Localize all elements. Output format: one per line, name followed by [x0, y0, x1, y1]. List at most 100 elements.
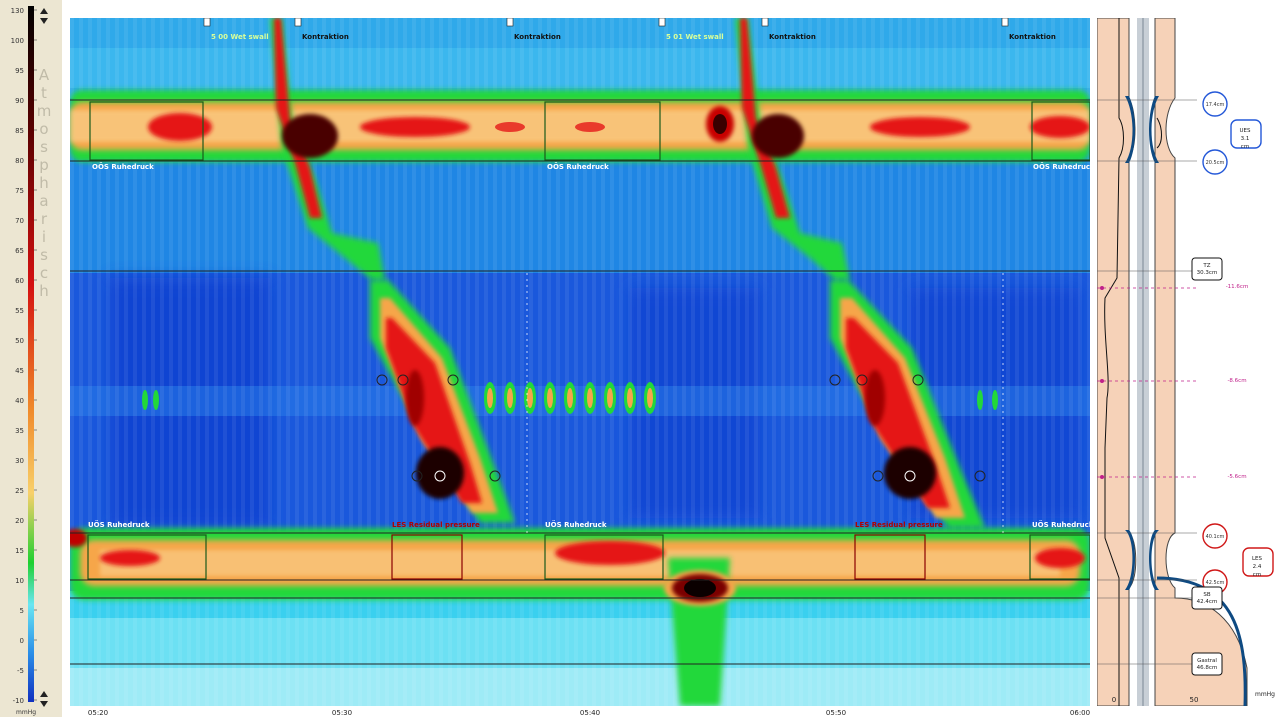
time-tick-label: 05:50: [826, 709, 846, 717]
les-pressure-band: [70, 528, 1090, 600]
les-residual-boxes[interactable]: [391, 534, 926, 580]
event-flag-label: Kontraktion: [1009, 33, 1056, 41]
event-flag-label: Kontraktion: [302, 33, 349, 41]
side-label[interactable]: 20.5cm: [1202, 149, 1228, 175]
scale-up-arrow-icon[interactable]: [40, 8, 48, 24]
scale-caption-letter: s: [40, 138, 48, 156]
colorbar-tick-label: 40: [15, 397, 24, 405]
svg-text:UES: UES: [1240, 128, 1252, 134]
svg-text:42.5cm: 42.5cm: [1206, 580, 1225, 586]
band-label: OÖS Ruhedruck: [1033, 162, 1090, 171]
scale-down-arrow-icon[interactable]: [40, 691, 48, 707]
colorbar-ticks: 1301009590858075706560555045403530252015…: [11, 7, 37, 705]
side-axis-tick: 50: [1190, 696, 1199, 704]
gastric-pressure-event: [664, 558, 736, 706]
time-tick-label: 05:40: [580, 709, 600, 717]
colorbar-gradient: [28, 6, 34, 702]
swallow-1-contraction: [270, 18, 515, 523]
svg-text:-8.6cm: -8.6cm: [1227, 378, 1246, 384]
colorbar-tick-label: 65: [15, 247, 24, 255]
measurement-boxes[interactable]: [87, 101, 1090, 580]
side-label[interactable]: -5.6cm: [1227, 474, 1246, 480]
svg-text:30.3cm: 30.3cm: [1197, 270, 1218, 276]
event-flag[interactable]: Kontraktion: [294, 18, 349, 41]
side-label[interactable]: -11.6cm: [1226, 284, 1249, 290]
band-label: UÖS Ruhedruck: [1032, 520, 1090, 529]
svg-text:SB: SB: [1203, 592, 1210, 598]
colorbar-tick-label: 100: [11, 37, 24, 45]
colorbar-tick-label: 15: [15, 547, 24, 555]
side-label[interactable]: LES 2.4 cm: [1242, 547, 1274, 578]
svg-text:20.5cm: 20.5cm: [1206, 160, 1225, 166]
contraction-markers[interactable]: [376, 374, 986, 482]
side-axis-unit: mmHg: [1255, 691, 1275, 698]
colorbar-tick-label: 55: [15, 307, 24, 315]
band-labels: OÖS Ruhedruck OÖS Ruhedruck OÖS Ruhedruck U…: [88, 162, 1090, 529]
swallow-2-contraction: [735, 18, 985, 528]
svg-text:-5.6cm: -5.6cm: [1227, 474, 1246, 480]
scale-caption-letter: a: [39, 192, 48, 210]
time-tick-label: 05:30: [332, 709, 352, 717]
side-label[interactable]: -8.6cm: [1227, 378, 1246, 384]
colorbar-tick-label: 85: [15, 127, 24, 135]
scale-caption-letter: s: [40, 246, 48, 264]
oscillation-artifacts: [142, 382, 998, 414]
svg-text:3.1: 3.1: [1241, 136, 1250, 142]
scale-caption-letter: i: [42, 228, 46, 246]
colorbar-tick-label: 20: [15, 517, 24, 525]
svg-text:TZ: TZ: [1202, 263, 1210, 269]
band-label: UÖS Ruhedruck: [88, 520, 150, 529]
event-flag[interactable]: Kontraktion: [1001, 18, 1056, 41]
side-axis: 0 50 mmHg: [1112, 691, 1275, 704]
pressure-colorbar: 1301009590858075706560555045403530252015…: [11, 6, 52, 716]
event-flag[interactable]: Kontraktion: [506, 18, 561, 41]
svg-text:LES: LES: [1252, 556, 1263, 562]
scale-caption-letter: h: [39, 174, 49, 192]
colorbar-tick-label: 130: [11, 7, 24, 15]
event-flag-label: 5 01 Wet swall: [666, 33, 724, 41]
scale-caption-letter: c: [40, 264, 48, 282]
event-flag[interactable]: 5 00 Wet swall: [203, 18, 269, 41]
svg-text:Gastral: Gastral: [1197, 658, 1217, 664]
svg-text:2.4: 2.4: [1253, 564, 1262, 570]
colorbar-tick-label: 0: [20, 637, 24, 645]
scale-caption-letter: h: [39, 282, 49, 300]
event-annotations[interactable]: 5 00 Wet swall Kontraktion Kontraktion 5 01…: [203, 18, 1056, 41]
colorbar-tick-label: 70: [15, 217, 24, 225]
time-tick-label: 06:00: [1070, 709, 1090, 717]
event-flag-label: Kontraktion: [769, 33, 816, 41]
colorbar-tick-label: 80: [15, 157, 24, 165]
event-dashed-lines: [526, 273, 1004, 533]
time-tick-label: 05:20: [88, 709, 108, 717]
colorbar-tick-label: 30: [15, 457, 24, 465]
event-flag[interactable]: Kontraktion: [761, 18, 816, 41]
scale-caption-letter: r: [41, 210, 48, 228]
svg-text:cm: cm: [1253, 572, 1261, 578]
side-label[interactable]: 40.1cm: [1202, 523, 1228, 549]
svg-text:42.4cm: 42.4cm: [1197, 599, 1218, 605]
ues-pressure-band: [70, 90, 1090, 162]
band-label: LES Residual pressure: [855, 521, 943, 529]
scale-caption-letter: t: [41, 84, 47, 102]
colorbar-tick-label: 90: [15, 97, 24, 105]
colorbar-tick-label: 50: [15, 337, 24, 345]
side-label[interactable]: 17.4cm: [1202, 91, 1228, 117]
side-label[interactable]: UES 3.1 cm: [1230, 119, 1262, 150]
colorbar-tick-label: 95: [15, 67, 24, 75]
event-flag-label: 5 00 Wet swall: [211, 33, 269, 41]
catheter-position-panel: 17.4cm UES 3.1 cm 20.5cm TZ 30.3cm -11.6cm -8.6c…: [1096, 17, 1277, 707]
colorbar-tick-label: -10: [13, 697, 24, 705]
event-flag[interactable]: 5 01 Wet swall: [658, 18, 724, 41]
pressure-topography-plot[interactable]: 5 00 Wet swall Kontraktion Kontraktion 5 01…: [70, 18, 1090, 706]
topography-svg: 5 00 Wet swall Kontraktion Kontraktion 5 01…: [70, 18, 1090, 706]
scale-caption-letter: o: [39, 120, 48, 138]
colorbar-tick-label: 60: [15, 277, 24, 285]
side-labels[interactable]: 17.4cmUES3.1cm20.5cmTZ30.3cm-11.6cm-8.6c…: [1191, 91, 1274, 676]
colorbar-tick-label: 25: [15, 487, 24, 495]
event-flag-label: Kontraktion: [514, 33, 561, 41]
time-axis: 05:20 05:30 05:40 05:50 06:00: [88, 709, 1090, 717]
